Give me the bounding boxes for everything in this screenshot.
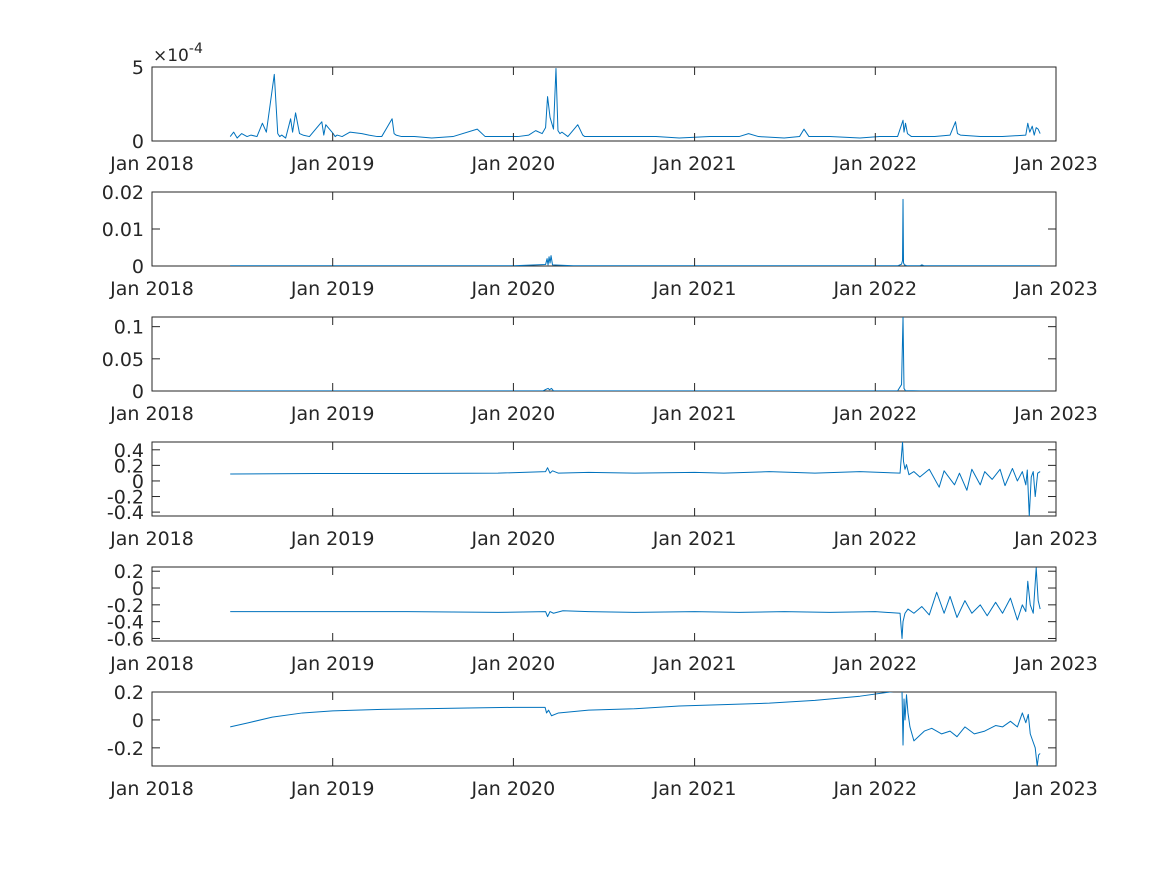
x-tick-label: Jan 2019 [290,528,375,550]
x-tick-label: Jan 2022 [832,653,917,675]
x-axis: Jan 2018 Jan 2019 Jan 2020 Jan 2021 Jan 2022… [109,317,1098,425]
y-tick-label: 0.2 [114,561,144,583]
series-line [230,567,1041,639]
x-tick-label: Jan 2021 [652,403,737,425]
x-tick-label: Jan 2022 [832,778,917,800]
x-tick-label: Jan 2021 [652,153,737,175]
y-tick-label: 0.4 [114,440,144,462]
exponent-power: -4 [189,41,203,57]
x-tick-label: Jan 2023 [1013,153,1098,175]
x-tick-label: Jan 2018 [109,528,194,550]
x-tick-label: Jan 2020 [471,653,556,675]
subplot-3: Jan 2018 Jan 2019 Jan 2020 Jan 2021 Jan 2022… [102,316,1098,425]
x-tick-label: Jan 2022 [832,528,917,550]
x-tick-label: Jan 2018 [109,778,194,800]
x-tick-label: Jan 2021 [652,778,737,800]
x-tick-label: Jan 2021 [652,528,737,550]
subplot-4: Jan 2018 Jan 2019 Jan 2020 Jan 2021 Jan 2022… [107,440,1098,550]
x-tick-label: Jan 2023 [1013,403,1098,425]
y-axis: 05 [132,57,1056,153]
y-axis: 0 0.01 0.02 [102,182,1056,278]
x-tick-label: Jan 2019 [290,403,375,425]
x-tick-label: Jan 2019 [290,653,375,675]
y-tick-label: 5 [132,57,144,79]
series-line [230,442,1041,516]
x-tick-label: Jan 2020 [471,778,556,800]
series-line [230,692,1041,766]
subplot-1: Jan 2018 Jan 2019 Jan 2020 Jan 2021 Jan 2022… [109,41,1098,175]
plot-area [151,316,1057,392]
y-tick-label: 0 [132,471,144,493]
plot-area [151,691,1057,767]
x-tick-label: Jan 2023 [1013,528,1098,550]
x-axis: Jan 2018 Jan 2019 Jan 2020 Jan 2021 Jan 2022… [109,67,1098,175]
exponent-base: ×10 [153,46,189,66]
y-tick-label: -0.4 [107,612,144,634]
y-tick-label: 0 [132,256,144,278]
y-axis: -0.4-0.200.20.4 [107,440,1056,524]
subplot-5: Jan 2018 Jan 2019 Jan 2020 Jan 2021 Jan 2022… [107,561,1098,675]
y-tick-label: 0.1 [114,317,144,339]
x-tick-label: Jan 2022 [832,153,917,175]
y-tick-label: -0.2 [107,738,144,760]
y-tick-label: -0.4 [107,502,144,524]
y-tick-label: 0.01 [102,219,144,241]
x-axis: Jan 2018 Jan 2019 Jan 2020 Jan 2021 Jan 2022… [109,442,1098,550]
x-tick-label: Jan 2023 [1013,278,1098,300]
y-axis: 0 0.05 0.1 [102,317,1056,403]
x-tick-label: Jan 2020 [471,528,556,550]
y-tick-label: 0 [132,578,144,600]
y-axis: -0.6-0.4-0.200.2 [107,561,1056,650]
y-tick-label: 0 [132,710,144,732]
x-tick-label: Jan 2018 [109,403,194,425]
y-tick-label: -0.6 [107,628,144,650]
x-tick-label: Jan 2018 [109,153,194,175]
y-tick-label: 0 [132,131,144,153]
plot-area [151,66,1057,142]
x-tick-label: Jan 2022 [832,278,917,300]
x-tick-label: Jan 2023 [1013,653,1098,675]
series-line [229,67,1041,139]
y-tick-label: 0 [132,381,144,403]
y-tick-label: 0.05 [102,349,144,371]
plot-area [151,441,1057,517]
y-exponent-label: ×10-4 [153,41,203,66]
x-tick-label: Jan 2019 [290,153,375,175]
y-tick-label: -0.2 [107,595,144,617]
y-tick-label: 0.02 [102,182,144,204]
x-tick-label: Jan 2019 [290,278,375,300]
plot-area [151,191,1057,267]
x-tick-label: Jan 2020 [471,403,556,425]
subplot-2: Jan 2018 Jan 2019 Jan 2020 Jan 2021 Jan 2022… [102,182,1098,300]
x-tick-label: Jan 2018 [109,278,194,300]
series-line [230,317,1041,391]
y-tick-label: 0.2 [114,455,144,477]
y-axis: -0.2 0 0.2 [107,682,1056,760]
subplot-6: Jan 2018 Jan 2019 Jan 2020 Jan 2021 Jan 2022… [107,682,1098,800]
x-tick-label: Jan 2022 [832,403,917,425]
x-tick-label: Jan 2020 [471,278,556,300]
x-tick-label: Jan 2021 [652,278,737,300]
x-tick-label: Jan 2019 [290,778,375,800]
y-tick-label: 0.2 [114,682,144,704]
x-tick-label: Jan 2020 [471,153,556,175]
x-axis: Jan 2018 Jan 2019 Jan 2020 Jan 2021 Jan 2022… [109,567,1098,675]
x-tick-label: Jan 2018 [109,653,194,675]
plot-area [151,566,1057,642]
x-tick-label: Jan 2021 [652,653,737,675]
y-tick-label: -0.2 [107,487,144,509]
x-tick-label: Jan 2023 [1013,778,1098,800]
x-axis: Jan 2018 Jan 2019 Jan 2020 Jan 2021 Jan 2022… [109,192,1098,300]
x-axis: Jan 2018 Jan 2019 Jan 2020 Jan 2021 Jan 2022… [109,692,1098,800]
